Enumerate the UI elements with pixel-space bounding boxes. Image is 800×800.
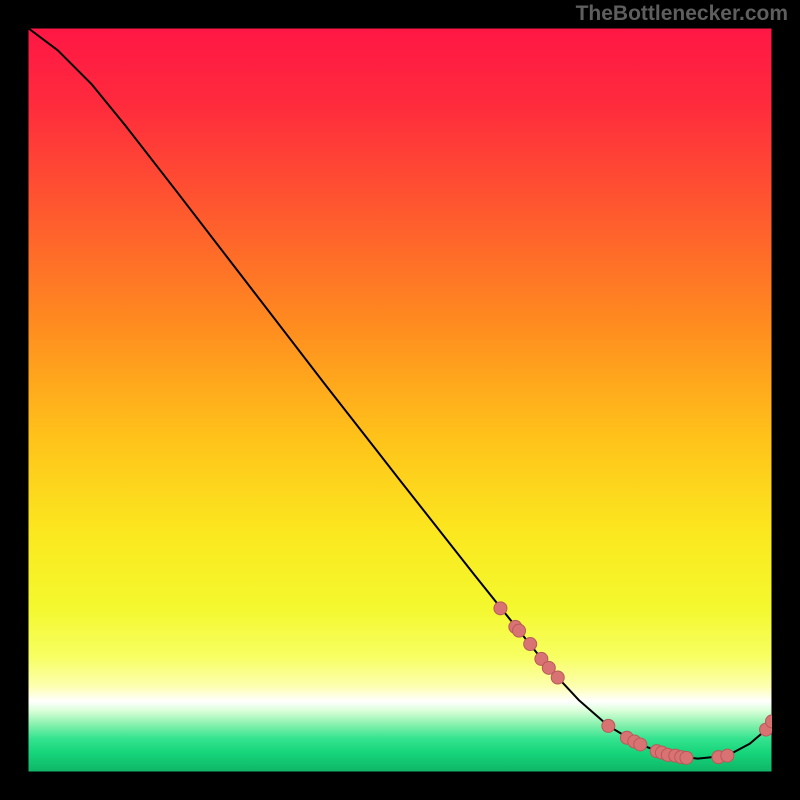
data-marker	[680, 751, 693, 764]
data-marker	[634, 738, 647, 751]
data-marker	[602, 719, 615, 732]
gradient-background	[28, 28, 772, 772]
plot-area	[28, 28, 772, 772]
data-marker	[524, 638, 537, 651]
watermark-text: TheBottlenecker.com	[576, 2, 788, 26]
plot-svg	[28, 28, 772, 772]
chart-wrapper: TheBottlenecker.com	[0, 0, 800, 800]
data-marker	[494, 602, 507, 615]
data-marker	[513, 624, 526, 637]
data-marker	[721, 749, 734, 762]
data-marker	[551, 671, 564, 684]
